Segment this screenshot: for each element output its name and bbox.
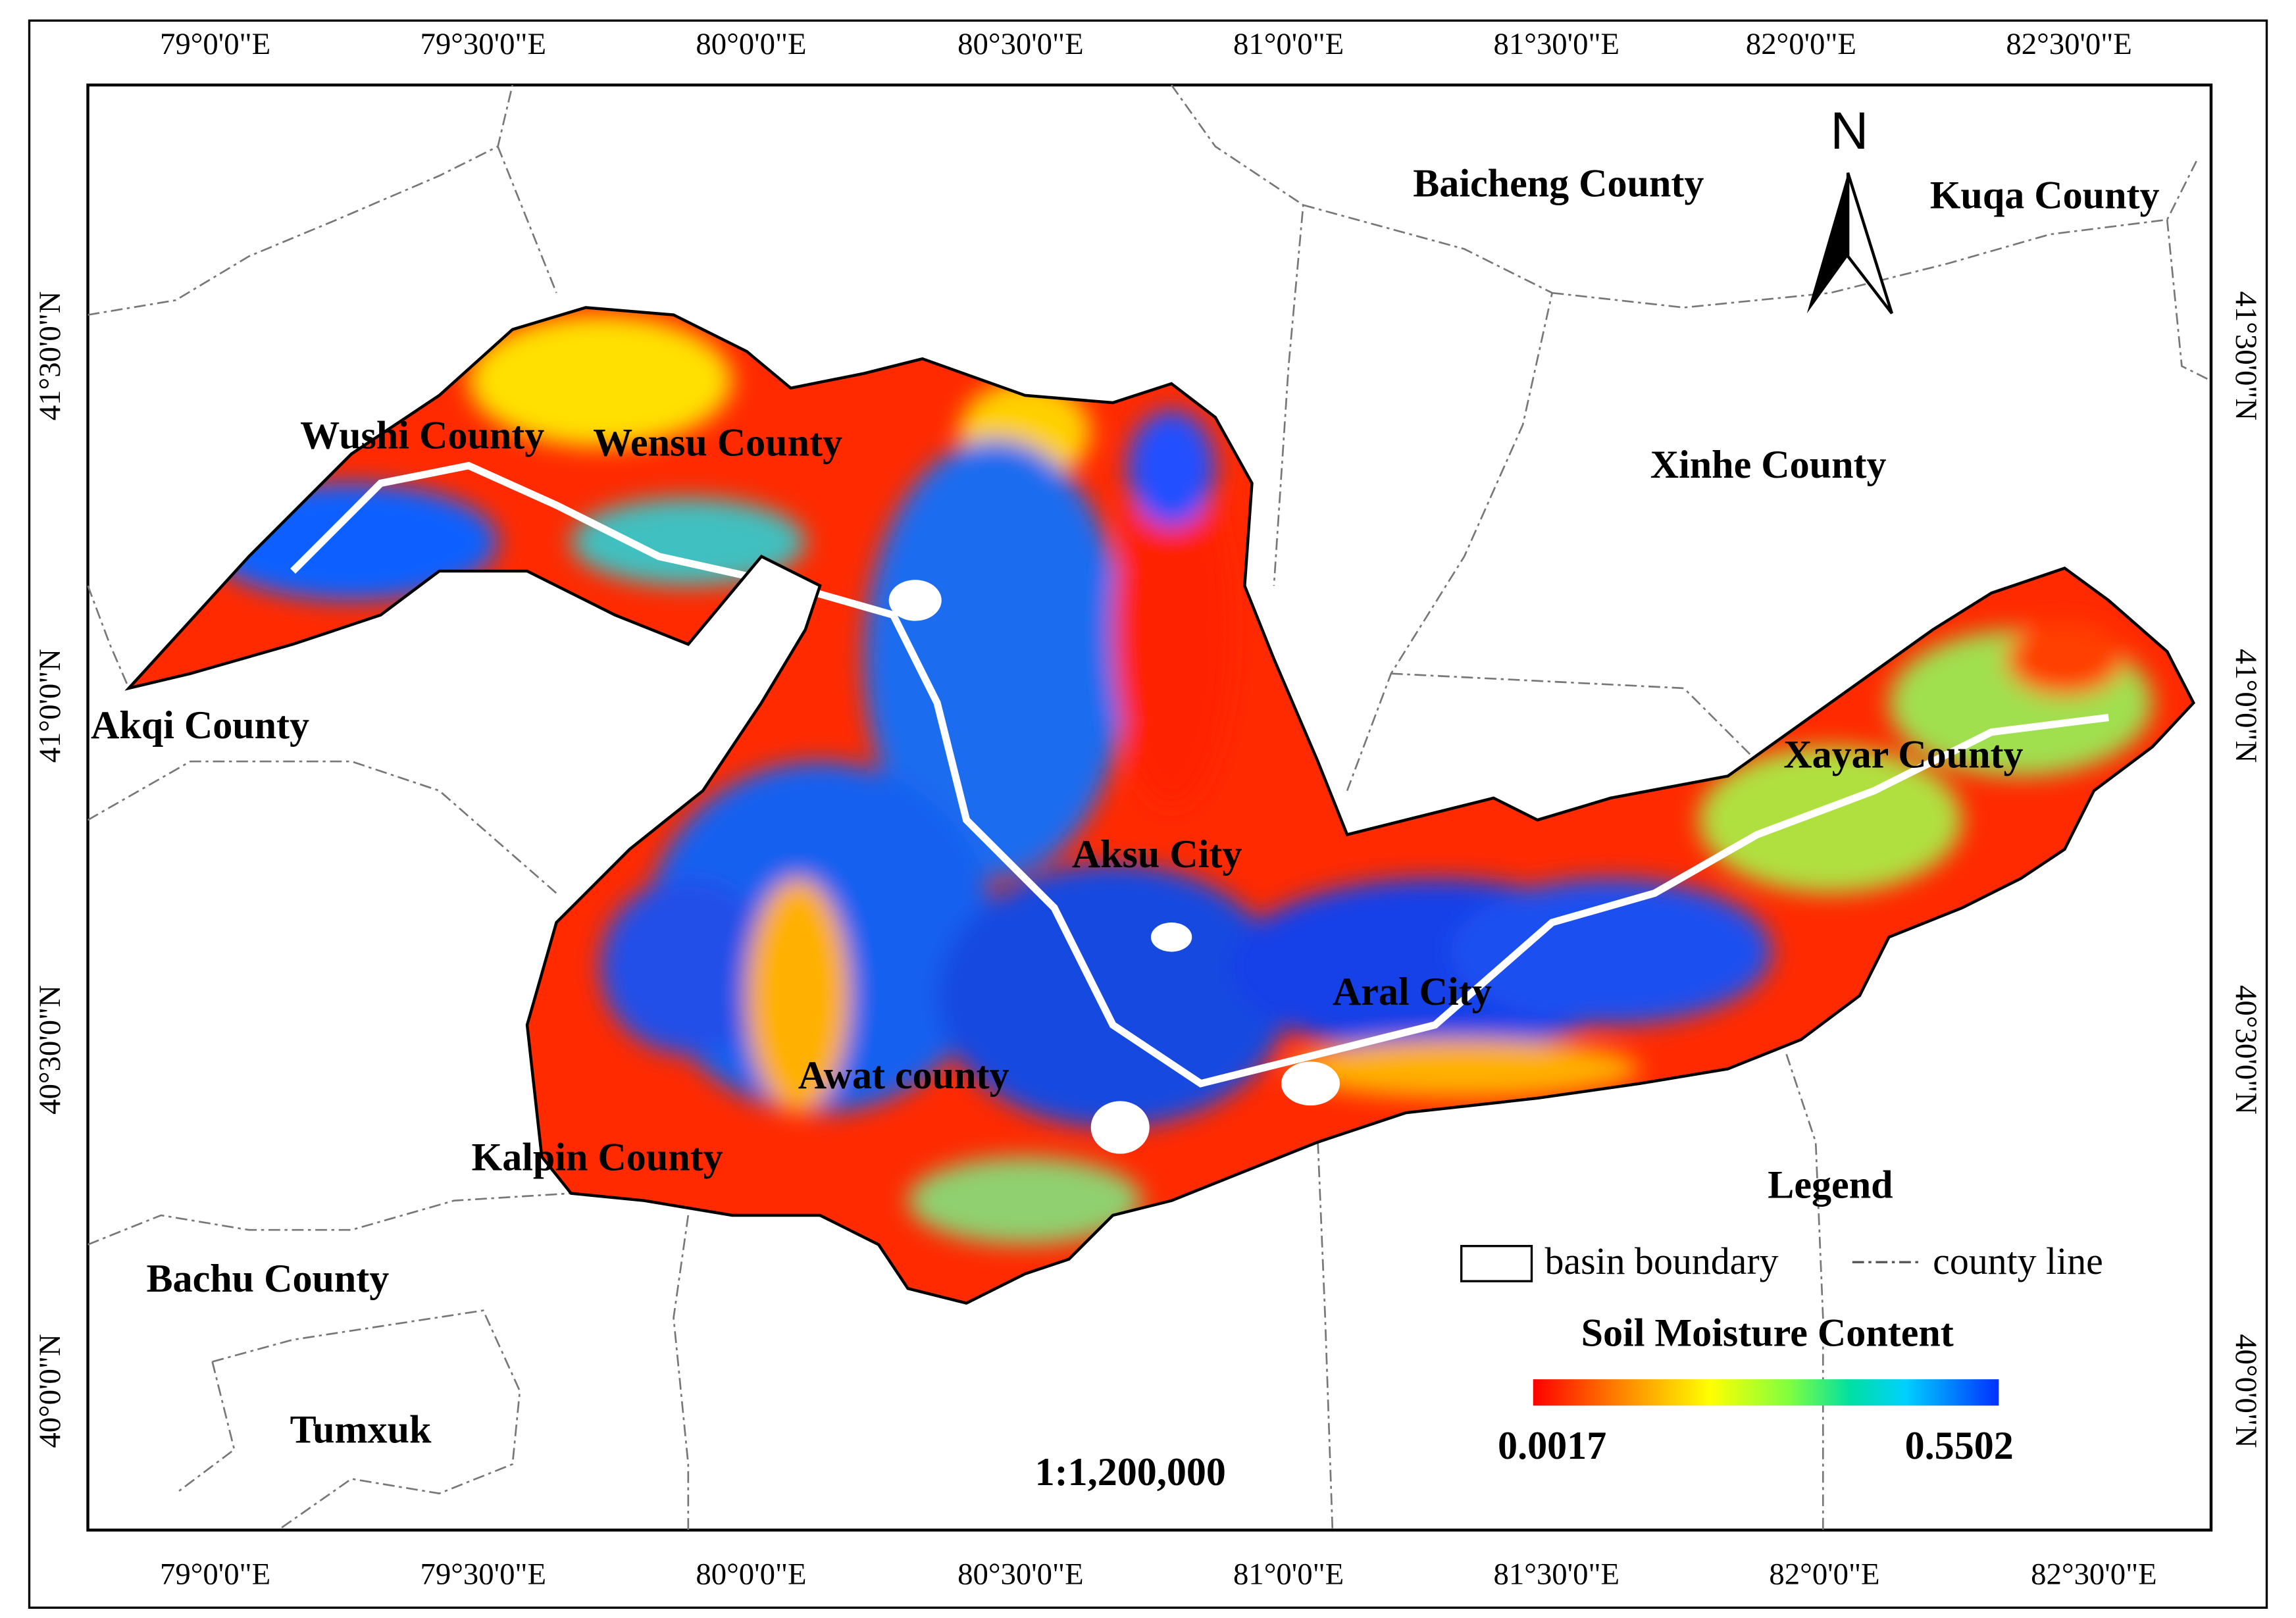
coord-label: 82°30'0"E <box>2031 1557 2157 1591</box>
legend-item: basin boundary <box>1545 1240 1779 1282</box>
legend-title: Legend <box>1768 1163 1893 1207</box>
legend-swatch <box>1460 1245 1533 1282</box>
coord-label: 81°30'0"E <box>1494 27 1620 61</box>
coord-label: 79°0'0"E <box>160 1557 270 1591</box>
bottom-ticks: 79°0'0"E 79°30'0"E 80°0'0"E 80°30'0"E 81… <box>160 1557 2157 1591</box>
legend: Legend basin boundary county line Soil M… <box>1460 1163 2103 1467</box>
north-label: N <box>1830 101 1868 160</box>
coord-label: 81°0'0"E <box>1233 27 1344 61</box>
right-ticks: 41°30'0"N 41°0'0"N 40°30'0"N 40°0'0"N <box>2229 291 2263 1448</box>
left-ticks: 41°30'0"N 41°0'0"N 40°30'0"N 40°0'0"N <box>33 291 67 1448</box>
place-label: Bachu County <box>147 1256 390 1300</box>
colorbar-min: 0.0017 <box>1498 1423 1606 1467</box>
place-labels: Baicheng County Kuqa County Wushi County… <box>91 161 2160 1452</box>
place-label: Baicheng County <box>1413 161 1704 205</box>
coord-label: 81°30'0"E <box>1494 1557 1620 1591</box>
place-label: Xayar County <box>1783 732 2023 776</box>
place-label: Tumxuk <box>290 1407 432 1451</box>
coord-label: 79°0'0"E <box>160 27 270 61</box>
colorbar-max: 0.5502 <box>1905 1423 2014 1467</box>
coord-label: 80°0'0"E <box>696 27 806 61</box>
coord-label: 82°0'0"E <box>1769 1557 1879 1591</box>
coord-label: 82°0'0"E <box>1746 27 1856 61</box>
legend-item: county line <box>1933 1240 2103 1282</box>
coord-label: 82°30'0"E <box>2006 27 2132 61</box>
coord-label: 80°30'0"E <box>957 1557 1084 1591</box>
coord-label: 79°30'0"E <box>421 1557 547 1591</box>
coord-label: 41°30'0"N <box>33 291 67 420</box>
place-label: Xinhe County <box>1650 442 1887 486</box>
coord-label: 40°30'0"N <box>33 985 67 1115</box>
county-lines <box>87 84 2212 1531</box>
place-label: Kuqa County <box>1930 173 2160 217</box>
coord-label: 41°0'0"N <box>33 649 67 763</box>
coord-label: 40°30'0"N <box>2229 985 2263 1115</box>
place-label: Akqi County <box>91 703 309 747</box>
coord-label: 41°0'0"N <box>2229 649 2263 763</box>
place-label: Kalpin County <box>471 1134 723 1178</box>
coord-label: 81°0'0"E <box>1233 1557 1344 1591</box>
place-label: Wensu County <box>593 420 842 465</box>
colorbar-title: Soil Moisture Content <box>1581 1310 1954 1354</box>
coord-label: 40°0'0"N <box>2229 1334 2263 1448</box>
top-ticks: 79°0'0"E 79°30'0"E 80°0'0"E 80°30'0"E 81… <box>160 27 2132 61</box>
coord-label: 80°0'0"E <box>696 1557 806 1591</box>
place-label: Awat county <box>798 1053 1009 1097</box>
coord-label: 40°0'0"N <box>33 1334 67 1448</box>
colorbar <box>1533 1379 1999 1406</box>
coord-label: 80°30'0"E <box>957 27 1084 61</box>
place-label: Wushi County <box>300 413 544 457</box>
coord-label: 41°30'0"N <box>2229 291 2263 420</box>
coord-label: 79°30'0"E <box>421 27 547 61</box>
scale-label: 1:1,200,000 <box>1035 1450 1226 1494</box>
place-label: Aksu City <box>1072 832 1242 876</box>
place-label: Aral City <box>1333 969 1492 1013</box>
